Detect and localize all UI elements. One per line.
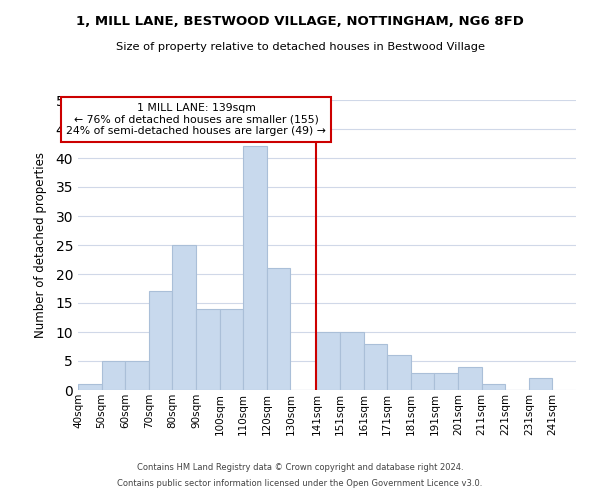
Bar: [529, 378, 553, 390]
Bar: [316, 332, 340, 390]
Text: Size of property relative to detached houses in Bestwood Village: Size of property relative to detached ho…: [115, 42, 485, 52]
Bar: [125, 361, 149, 390]
Bar: [458, 367, 482, 390]
Text: 1, MILL LANE, BESTWOOD VILLAGE, NOTTINGHAM, NG6 8FD: 1, MILL LANE, BESTWOOD VILLAGE, NOTTINGH…: [76, 15, 524, 28]
Text: Contains public sector information licensed under the Open Government Licence v3: Contains public sector information licen…: [118, 478, 482, 488]
Text: Contains HM Land Registry data © Crown copyright and database right 2024.: Contains HM Land Registry data © Crown c…: [137, 464, 463, 472]
Bar: [387, 355, 411, 390]
Text: 1 MILL LANE: 139sqm
← 76% of detached houses are smaller (155)
24% of semi-detac: 1 MILL LANE: 139sqm ← 76% of detached ho…: [66, 103, 326, 136]
Bar: [482, 384, 505, 390]
Bar: [434, 372, 458, 390]
Bar: [172, 245, 196, 390]
Bar: [340, 332, 364, 390]
Y-axis label: Number of detached properties: Number of detached properties: [34, 152, 47, 338]
Bar: [101, 361, 125, 390]
Bar: [78, 384, 101, 390]
Bar: [220, 309, 243, 390]
Bar: [411, 372, 434, 390]
Bar: [364, 344, 387, 390]
Bar: [149, 292, 172, 390]
Bar: [243, 146, 267, 390]
Bar: [267, 268, 290, 390]
Bar: [196, 309, 220, 390]
